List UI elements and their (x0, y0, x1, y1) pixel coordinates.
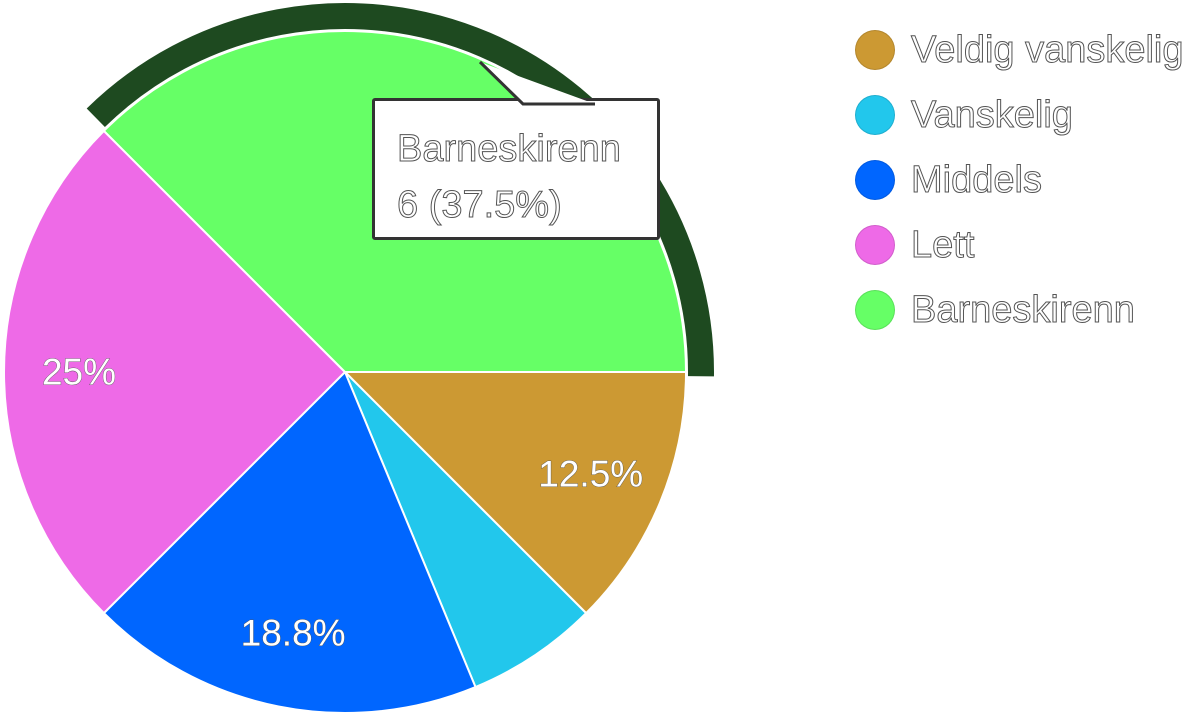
pie-slice-middels[interactable] (102, 370, 477, 714)
hover-highlight-arc (86, 3, 714, 377)
tooltip: Barneskirenn 6 (37.5%) (372, 60, 660, 240)
legend-label: Barneskirenn (911, 288, 1136, 331)
legend-label: Middels (911, 158, 1043, 201)
legend-item-middels[interactable]: Middels (855, 158, 1200, 202)
tooltip-value: 6 (37.5%) (397, 184, 563, 227)
slice-percent-label: 25% (42, 352, 116, 393)
legend-item-lett[interactable]: Lett (855, 223, 1200, 267)
legend-swatch (855, 30, 895, 70)
legend: Veldig vanskelig Vanskelig Middels Lett … (855, 28, 1200, 353)
legend-swatch (855, 290, 895, 330)
pie-slice-veldig-vanskelig[interactable] (342, 371, 688, 615)
tooltip-pointer (478, 60, 595, 106)
legend-swatch (855, 95, 895, 135)
legend-label: Lett (910, 223, 975, 266)
pie-slice-vanskelig[interactable] (344, 371, 588, 689)
slice-percent-label: 18.8% (241, 612, 346, 653)
legend-item-barneskirenn[interactable]: Barneskirenn (855, 288, 1200, 332)
tooltip-title: Barneskirenn (397, 128, 622, 171)
legend-item-vanskelig[interactable]: Vanskelig (855, 93, 1200, 137)
pie-slice-lett[interactable] (3, 129, 347, 615)
legend-swatch (855, 225, 895, 265)
legend-swatch (855, 160, 895, 200)
slice-percent-label: 12.5% (538, 453, 643, 494)
legend-label: Vanskelig (911, 93, 1074, 136)
legend-item-veldig-vanskelig[interactable]: Veldig vanskelig (855, 28, 1200, 72)
legend-label: Veldig vanskelig (911, 28, 1185, 71)
pie-slice-labels: 12.5% 18.8% 25% (42, 351, 644, 654)
